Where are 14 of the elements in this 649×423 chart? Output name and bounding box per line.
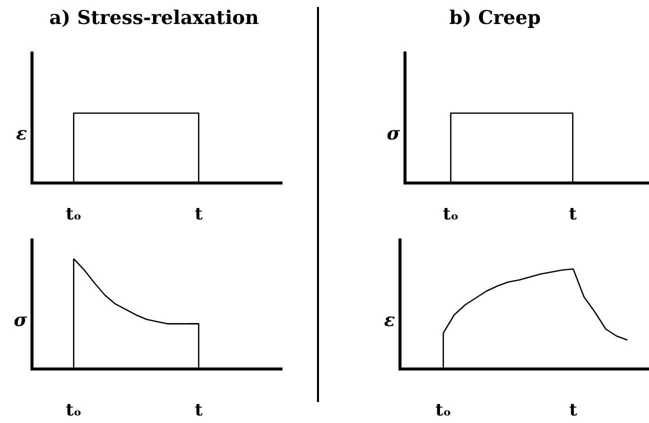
x-tick-label: t	[568, 204, 577, 225]
x-tick-label: tₒ	[66, 400, 82, 421]
x-tick-label: tₒ	[66, 204, 82, 225]
x-tick-label: tₒ	[435, 400, 452, 421]
y-axis-title: ε	[384, 310, 396, 331]
y-axis-title: ε	[16, 124, 28, 145]
y-axis-title: σ	[14, 310, 28, 331]
x-tick-label: tₒ	[442, 204, 459, 225]
x-tick-label: t	[569, 400, 578, 421]
x-tick-label: t	[194, 204, 203, 225]
chart-title: a) Stress-relaxation	[49, 6, 259, 29]
y-axis-title: σ	[386, 124, 401, 145]
chart-title: b) Creep	[449, 6, 541, 29]
x-tick-label: t	[194, 400, 203, 421]
